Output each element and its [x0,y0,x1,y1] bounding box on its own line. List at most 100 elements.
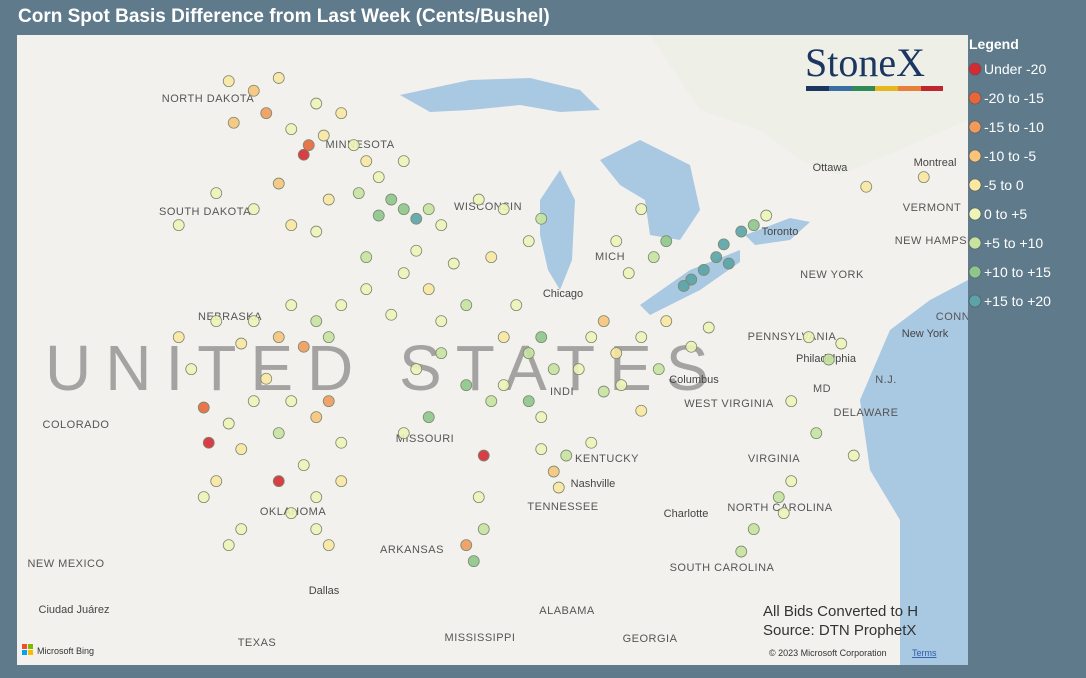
site-point [372,171,385,184]
site-point [410,363,423,376]
logo-bar [806,86,943,91]
site-point [685,340,698,353]
site-point [635,404,648,417]
site-point [710,251,723,264]
site-point [172,219,185,232]
legend-swatch [968,178,982,192]
site-point [310,411,323,424]
site-point [610,347,623,360]
site-point [272,177,285,190]
site-point [310,97,323,110]
map-label: VIRGINIA [748,453,800,465]
site-point [547,363,560,376]
bing-logo [22,644,27,649]
site-point [210,475,223,488]
site-point [735,545,748,558]
site-point [185,363,198,376]
site-point [460,299,473,312]
site-point [285,395,298,408]
legend-label: -20 to -15 [984,90,1044,106]
site-point [210,315,223,328]
map-label: CONN [936,311,970,323]
legend: Under -20 -20 to -15 -15 to -10 -10 to -5 -5… [968,61,1051,309]
bing-logo [28,650,33,655]
map-label: N.J. [875,374,897,386]
map-label: Montreal [914,157,957,169]
site-point [560,449,573,462]
site-point [685,273,698,286]
site-point [272,475,285,488]
map-label: Chicago [543,288,583,300]
map-label: MINNESOTA [325,139,394,151]
site-point [272,331,285,344]
logo-stripe [898,86,921,91]
map-label: Dallas [309,585,340,597]
site-point [552,481,565,494]
site-point [360,283,373,296]
site-point [385,308,398,321]
site-point [235,443,248,456]
legend-label: +15 to +20 [984,293,1051,309]
legend-label: -10 to -5 [984,148,1036,164]
site-point [635,203,648,216]
site-point [777,507,790,520]
site-point [397,155,410,168]
map-label: NEW HAMPSHIRE [895,235,996,247]
site-point [360,251,373,264]
site-point [717,238,730,251]
site-point [322,539,335,552]
site-point [272,427,285,440]
map-label: MD [813,383,831,395]
site-point [335,299,348,312]
site-point [860,180,873,193]
site-point [372,209,385,222]
legend-swatch [968,62,982,76]
legend-label: -5 to 0 [984,177,1024,193]
map-label: Charlotte [664,508,709,520]
legend-label: +5 to +10 [984,235,1043,251]
logo-stripe [875,86,898,91]
site-point [410,212,423,225]
map-label: WISCONSIN [454,201,522,213]
legend-swatch [968,265,982,279]
site-point [772,491,785,504]
site-point [435,219,448,232]
site-point [310,225,323,238]
map-label: COLORADO [43,419,110,431]
map-label: INDI [550,386,574,398]
site-point [260,107,273,120]
map-label: VERMONT [903,202,962,214]
map-label: SOUTH CAROLINA [670,562,775,574]
note: All Bids Converted to H [763,603,918,620]
site-point [535,443,548,456]
site-point [197,491,210,504]
logo: StoneX [805,40,925,85]
site-point [435,347,448,360]
site-point [572,363,585,376]
site-point [422,411,435,424]
site-point [647,251,660,264]
site-point [485,395,498,408]
map-label: GEORGIA [623,633,678,645]
site-point [247,203,260,216]
site-point [917,171,930,184]
site-point [585,436,598,449]
site-point [785,395,798,408]
terms-link[interactable]: Terms [912,648,937,658]
site-point [422,283,435,296]
site-point [702,321,715,334]
provider: Microsoft Bing [37,646,94,656]
site-point [285,219,298,232]
lake-ontario [745,218,810,245]
map-label: NORTH CAROLINA [727,502,832,514]
title: Corn Spot Basis Difference from Last Wee… [18,6,550,27]
site-point [485,251,498,264]
site-point [247,315,260,328]
legend-label: Under -20 [984,61,1046,77]
site-point [472,193,485,206]
site-point [785,475,798,488]
site-point [522,395,535,408]
lake-huron [600,140,700,240]
map-label: New York [902,328,949,340]
map-label: ARKANSAS [380,544,444,556]
